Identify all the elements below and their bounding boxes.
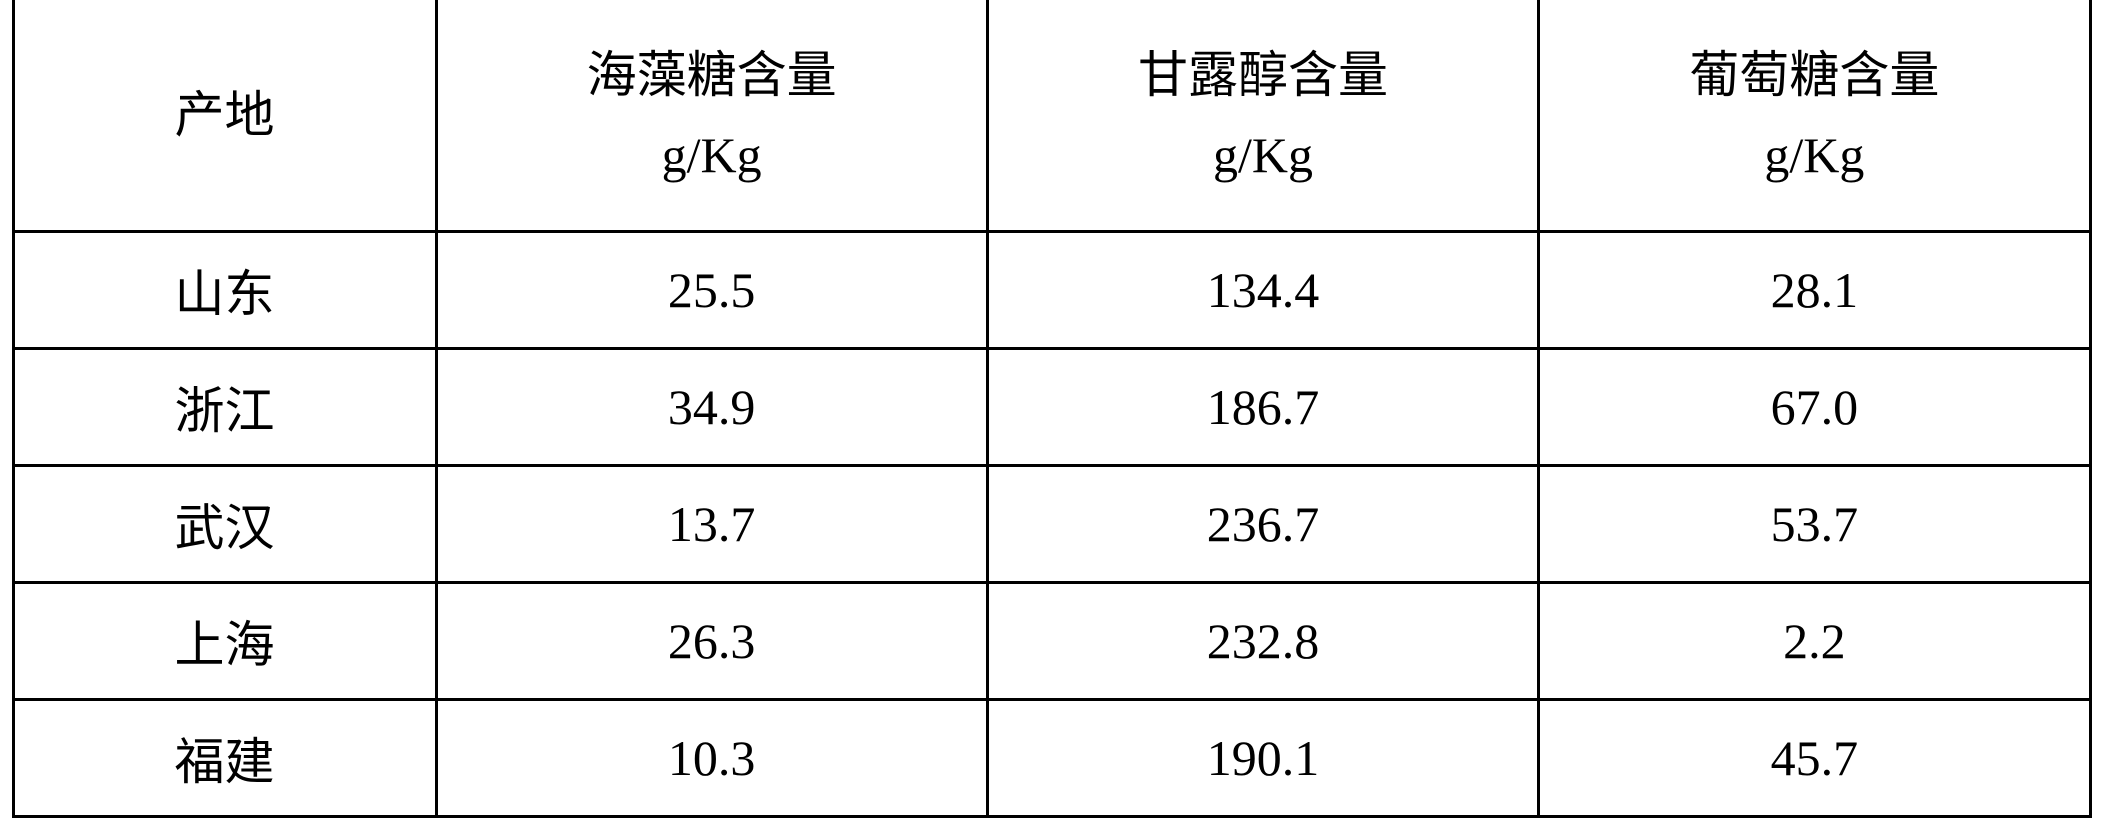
cell-mannitol: 236.7 [987,466,1538,583]
table-row: 福建 10.3 190.1 45.7 [13,700,2090,817]
data-table-container: 产地 海藻糖含量 g/Kg 甘露醇含量 g/Kg 葡萄糖含量 g/Kg 山东 [12,0,2092,818]
cell-trehalose: 13.7 [436,466,987,583]
table-row: 武汉 13.7 236.7 53.7 [13,466,2090,583]
cell-origin: 武汉 [13,466,436,583]
col-header-mannitol-title: 甘露醇含量 [989,35,1537,115]
cell-origin: 上海 [13,583,436,700]
col-header-glucose-title: 葡萄糖含量 [1540,35,2088,115]
cell-origin: 山东 [13,232,436,349]
table-header-row: 产地 海藻糖含量 g/Kg 甘露醇含量 g/Kg 葡萄糖含量 g/Kg [13,0,2090,232]
cell-mannitol: 186.7 [987,349,1538,466]
cell-origin: 浙江 [13,349,436,466]
col-header-origin: 产地 [13,0,436,232]
cell-glucose: 45.7 [1539,700,2090,817]
cell-glucose: 28.1 [1539,232,2090,349]
col-header-trehalose-title: 海藻糖含量 [438,35,986,115]
table-row: 浙江 34.9 186.7 67.0 [13,349,2090,466]
cell-mannitol: 134.4 [987,232,1538,349]
col-header-mannitol-unit: g/Kg [989,115,1537,195]
col-header-trehalose-unit: g/Kg [438,115,986,195]
cell-glucose: 53.7 [1539,466,2090,583]
cell-glucose: 67.0 [1539,349,2090,466]
cell-glucose: 2.2 [1539,583,2090,700]
cell-trehalose: 10.3 [436,700,987,817]
cell-mannitol: 232.8 [987,583,1538,700]
col-header-mannitol: 甘露醇含量 g/Kg [987,0,1538,232]
cell-trehalose: 34.9 [436,349,987,466]
col-header-trehalose: 海藻糖含量 g/Kg [436,0,987,232]
cell-mannitol: 190.1 [987,700,1538,817]
cell-trehalose: 25.5 [436,232,987,349]
cell-trehalose: 26.3 [436,583,987,700]
data-table: 产地 海藻糖含量 g/Kg 甘露醇含量 g/Kg 葡萄糖含量 g/Kg 山东 [12,0,2092,818]
table-row: 上海 26.3 232.8 2.2 [13,583,2090,700]
table-row: 山东 25.5 134.4 28.1 [13,232,2090,349]
col-header-origin-title: 产地 [15,75,435,155]
col-header-glucose-unit: g/Kg [1540,115,2088,195]
col-header-glucose: 葡萄糖含量 g/Kg [1539,0,2090,232]
cell-origin: 福建 [13,700,436,817]
